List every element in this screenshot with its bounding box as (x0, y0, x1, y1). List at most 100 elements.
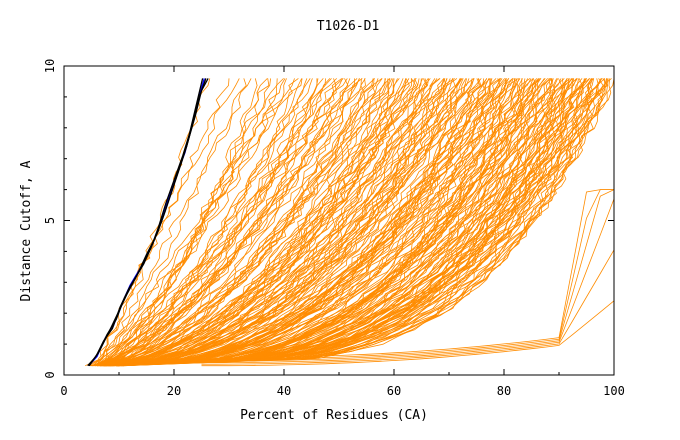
background-model-curve (103, 78, 473, 367)
background-model-curve (104, 78, 551, 367)
background-model-curve (115, 78, 573, 367)
background-model-curve (96, 78, 299, 367)
background-model-curve (104, 78, 362, 367)
top-model-line (88, 78, 209, 367)
y-tick-label: 10 (43, 59, 57, 73)
background-model-curve (100, 78, 420, 367)
background-model-curve (100, 78, 247, 366)
background-model-curve (100, 78, 475, 367)
y-tick-label: 5 (43, 217, 57, 224)
x-axis-label: Percent of Residues (CA) (240, 408, 428, 423)
background-model-curve (92, 78, 324, 367)
background-model-curve (95, 78, 448, 367)
background-model-curve (119, 78, 559, 367)
background-model-curve (112, 78, 603, 367)
background-model-curve (101, 78, 448, 367)
background-model-curve (96, 78, 510, 367)
background-model-curve (104, 78, 521, 367)
background-model-curve (91, 78, 343, 367)
background-model-curve (110, 78, 506, 367)
x-tick-label: 20 (167, 384, 181, 398)
background-model-curve (111, 78, 553, 367)
background-model-curve (121, 78, 594, 367)
background-model-curve (99, 78, 311, 367)
background-model-curve (120, 78, 602, 367)
background-model-curve (97, 78, 240, 366)
background-model-curve (97, 78, 379, 367)
background-model-curve (93, 78, 348, 367)
y-tick-label: 0 (43, 371, 57, 378)
y-axis-label: Distance Cutoff, A (19, 160, 34, 301)
background-model-curve (90, 78, 360, 367)
background-model-curve (98, 78, 383, 367)
background-model-curve (106, 78, 501, 367)
background-model-curve (105, 78, 542, 367)
background-model-curve (103, 78, 287, 366)
background-model-curve (106, 78, 351, 367)
background-model-curve (105, 78, 519, 367)
background-model-curve (120, 78, 565, 367)
background-model-curve (109, 78, 609, 367)
background-model-curve (91, 78, 313, 367)
background-model-curve (99, 78, 252, 367)
background-model-curve (99, 78, 534, 367)
background-model-curve (97, 78, 230, 366)
background-model-curve (101, 78, 481, 367)
x-tick-label: 80 (497, 384, 511, 398)
background-model-curve (101, 78, 508, 367)
background-model-curve (90, 78, 303, 367)
chart-title: T1026-D1 (317, 19, 380, 34)
x-tick-label: 60 (387, 384, 401, 398)
background-model-curve (107, 78, 446, 367)
background-model-curve (98, 78, 429, 367)
background-model-curve (108, 78, 603, 367)
background-model-curve (99, 78, 497, 367)
outlier-model-curve (201, 249, 615, 365)
background-model-curve (105, 78, 583, 367)
outlier-model-curve (201, 189, 615, 362)
background-model-curve (104, 78, 417, 367)
background-model-curve (98, 78, 463, 367)
background-model-curve (104, 78, 528, 367)
background-model-curve (109, 78, 400, 367)
background-model-curve (110, 78, 488, 367)
outlier-model-curve (201, 300, 615, 367)
background-model-curve (116, 78, 593, 367)
outlier-model-curve (201, 198, 615, 364)
background-model-curve (116, 78, 612, 367)
background-model-curve (109, 78, 551, 367)
background-model-curve (96, 78, 366, 367)
background-model-curve (97, 78, 361, 367)
x-tick-label: 40 (277, 384, 291, 398)
top-model-curves (87, 78, 209, 367)
background-model-curve (90, 78, 441, 367)
background-model-curve (98, 78, 467, 367)
outlier-model-curve (201, 189, 614, 360)
background-model-curve (101, 78, 445, 367)
background-model-curve (107, 78, 568, 367)
background-model-curve (96, 78, 366, 367)
background-model-curve (110, 78, 513, 367)
x-tick-label: 100 (603, 384, 625, 398)
background-model-curve (114, 78, 491, 367)
top-model-line (88, 78, 207, 367)
background-model-curve (98, 78, 394, 367)
background-model-curve (114, 78, 485, 367)
background-model-curve (97, 78, 410, 367)
background-model-curve (111, 78, 606, 367)
background-model-curve (89, 78, 389, 367)
background-model-curve (117, 78, 558, 367)
background-model-curve (123, 78, 575, 367)
background-model-curve (115, 78, 554, 367)
background-model-curve (106, 78, 482, 367)
background-model-curve (109, 78, 605, 367)
x-tick-label: 0 (60, 384, 67, 398)
background-model-curve (104, 78, 423, 367)
y-axis-ticks: 0 5 10 (43, 59, 614, 379)
background-model-curve (105, 78, 531, 367)
background-model-curve (95, 78, 431, 367)
background-model-curve (120, 78, 615, 367)
background-model-curve (103, 78, 356, 367)
background-model-curves (85, 78, 615, 367)
